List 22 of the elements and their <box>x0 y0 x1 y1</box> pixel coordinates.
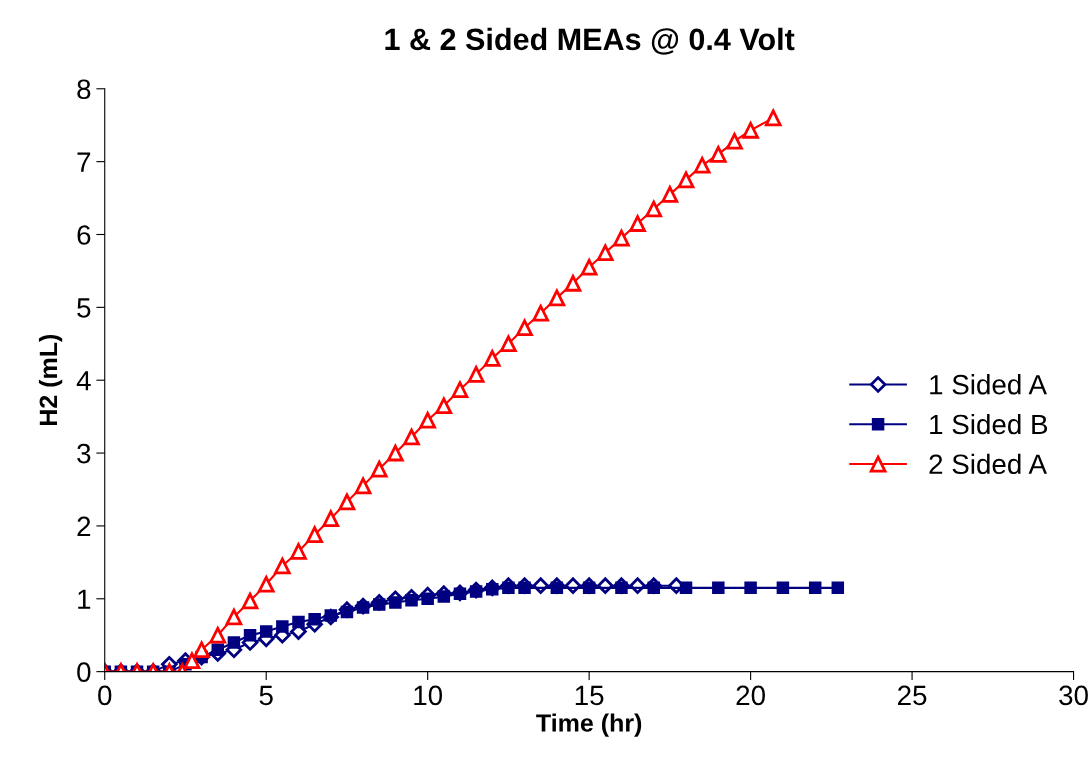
y-tick-label: 1 <box>78 589 91 609</box>
legend-label: 1 Sided B <box>930 413 1048 435</box>
x-tick-label: 0 <box>98 685 112 706</box>
x-tick-label: 10 <box>414 685 443 706</box>
y-tick-label: 6 <box>77 225 91 245</box>
y-tick-label: 7 <box>77 152 91 172</box>
x-tick-label: 20 <box>736 685 765 706</box>
y-tick-label: 2 <box>77 516 91 536</box>
x-tick-label: 15 <box>575 685 604 706</box>
y-tick-label: 0 <box>77 662 91 682</box>
y-tick-label: 5 <box>77 298 91 318</box>
legend-label: 2 Sided A <box>929 453 1047 475</box>
chart-title: 1 & 2 Sided MEAs @ 0.4 Volt <box>385 27 795 55</box>
x-tick-label: 5 <box>259 685 273 706</box>
legend-label: 1 Sided A <box>930 374 1047 395</box>
y-axis-title: H2 (mL) <box>38 334 63 426</box>
x-tick-label: 25 <box>898 685 927 706</box>
x-axis-title: Time (hr) <box>536 713 642 737</box>
y-tick-label: 3 <box>77 443 91 464</box>
y-tick-label: 8 <box>77 79 91 100</box>
y-tick-label: 4 <box>76 371 91 391</box>
x-tick-label: 30 <box>1059 685 1088 706</box>
